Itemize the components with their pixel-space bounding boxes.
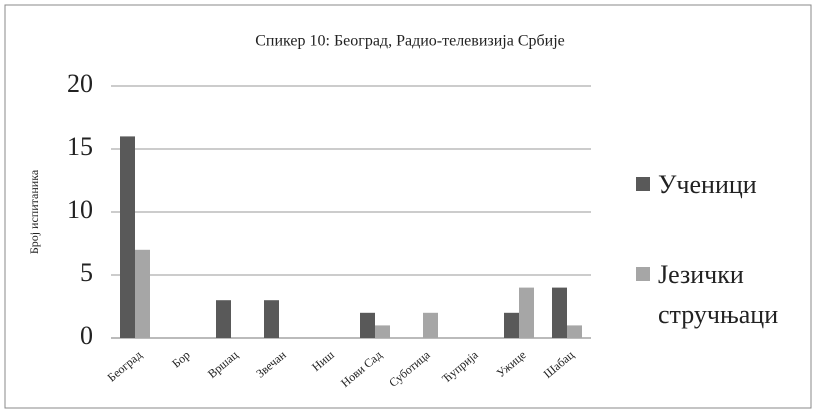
y-tick-label: 15 — [67, 132, 93, 161]
bar — [552, 287, 567, 338]
bar — [519, 287, 534, 338]
chart-title: Спикер 10: Београд, Радио-телевизија Срб… — [255, 33, 565, 50]
bar — [120, 136, 135, 338]
bar — [375, 325, 390, 338]
chart-border — [4, 4, 812, 409]
y-tick-label: 5 — [80, 258, 93, 287]
legend-item: Ученици — [636, 165, 808, 205]
y-tick-label: 20 — [67, 69, 93, 98]
bar — [360, 312, 375, 338]
legend-label: Ученици — [658, 170, 757, 199]
legend-swatch — [636, 177, 650, 191]
y-tick-label: 10 — [67, 195, 93, 224]
legend-item: Језички стручњаци — [636, 255, 808, 335]
y-axis-label: Број испитаника — [27, 169, 41, 254]
bar — [216, 300, 231, 338]
legend-label: Језички стручњаци — [658, 260, 779, 329]
bar — [264, 300, 279, 338]
legend-swatch — [636, 267, 650, 281]
bar — [567, 325, 582, 338]
bar — [504, 312, 519, 338]
bar — [135, 249, 150, 338]
bar — [423, 312, 438, 338]
y-tick-label: 0 — [80, 321, 93, 350]
